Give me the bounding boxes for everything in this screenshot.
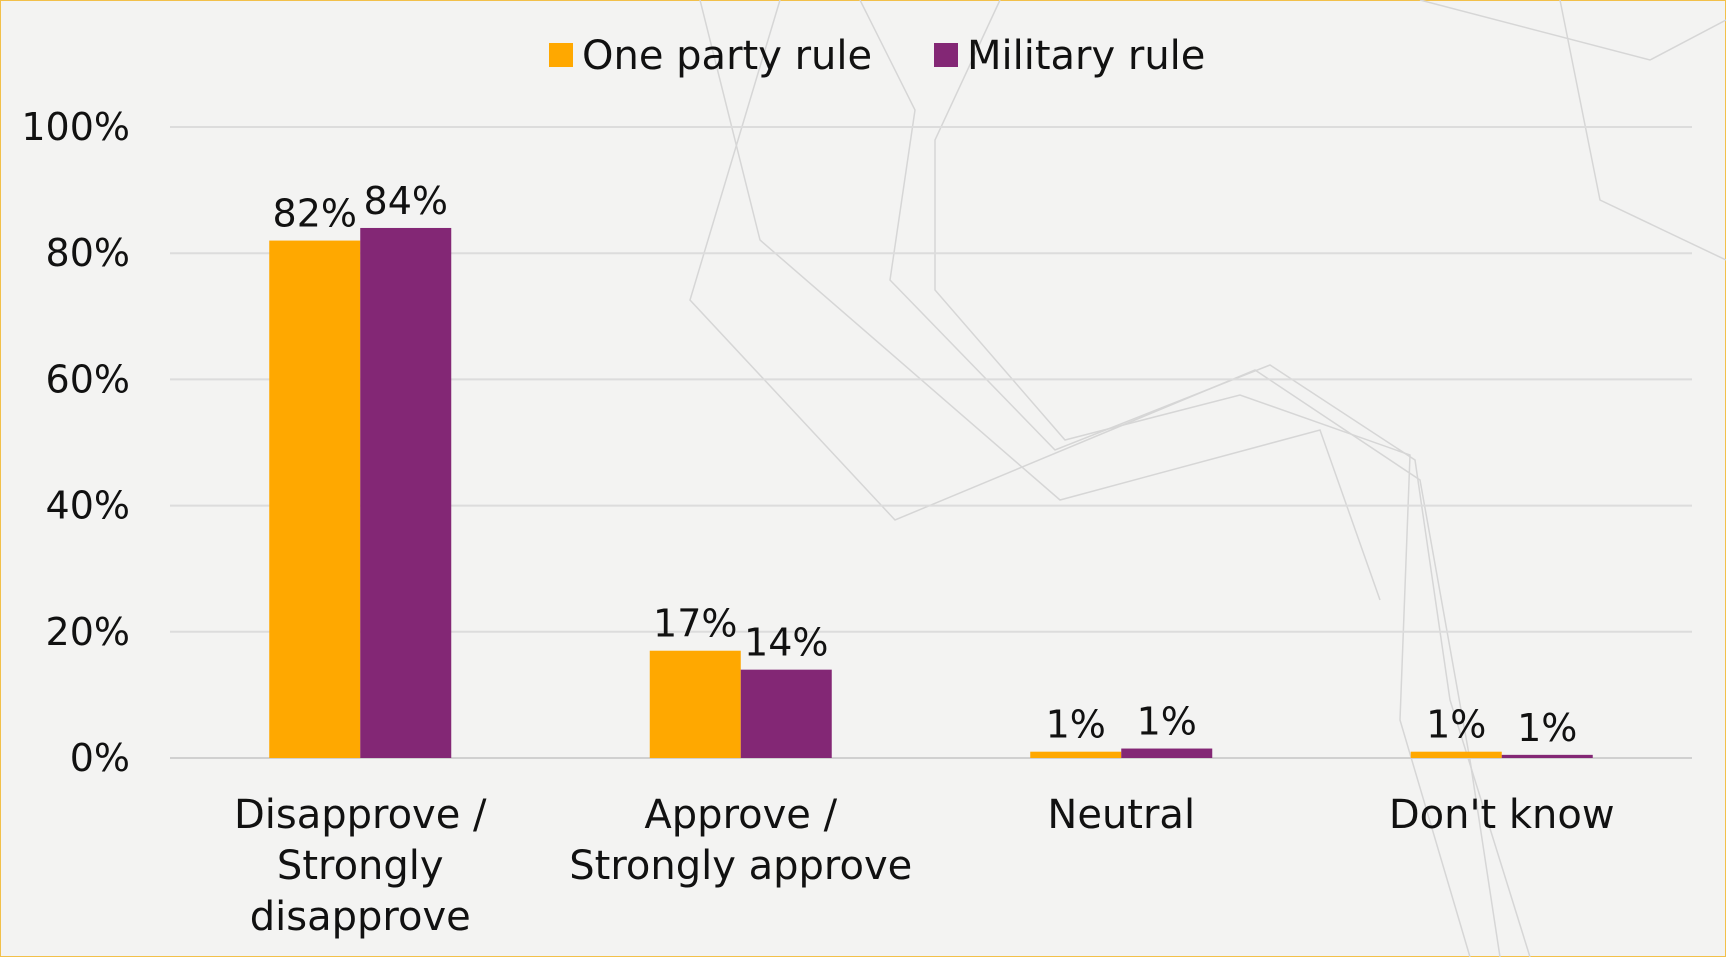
legend: One party rule Military rule (549, 33, 1205, 79)
y-tick-label: 40% (46, 484, 130, 528)
decor-stroke (1419, 0, 1726, 61)
y-tick-label: 0% (70, 736, 130, 780)
x-category-label: Neutral (1047, 792, 1195, 838)
decor-stroke (689, 0, 1501, 957)
x-axis: Disapprove / Strongly disapprove Approve / S… (234, 792, 1615, 940)
data-label: 1% (1426, 703, 1486, 747)
bar (1030, 751, 1122, 758)
decor-stroke (859, 0, 1531, 957)
bar (649, 650, 741, 758)
x-category-label: Strongly approve (569, 843, 912, 889)
bar (1121, 748, 1213, 758)
data-label: 1% (1137, 700, 1197, 744)
bar (1410, 751, 1502, 758)
legend-label: Military rule (967, 33, 1205, 79)
data-label: 14% (744, 621, 828, 665)
bar (740, 669, 832, 758)
decor-stroke (934, 0, 1471, 957)
data-labels: 82% 84% 17% 14% 1% 1% 1% 1% (273, 179, 1578, 750)
legend-label: One party rule (582, 33, 872, 79)
x-category-label: Approve / (644, 792, 837, 838)
x-category-label: Don't know (1389, 792, 1615, 838)
y-tick-label: 60% (46, 357, 130, 401)
bar (1501, 754, 1593, 758)
decor-stroke (1559, 0, 1726, 261)
bar (269, 240, 361, 758)
data-label: 84% (364, 179, 448, 223)
legend-swatch (549, 43, 573, 67)
x-category-label: disapprove (250, 894, 471, 940)
data-label: 1% (1517, 706, 1577, 750)
data-label: 17% (653, 602, 737, 646)
background-decoration (689, 0, 1726, 957)
y-tick-label: 80% (46, 231, 130, 275)
y-tick-label: 20% (46, 610, 130, 654)
decor-stroke (699, 0, 1381, 601)
bars (269, 227, 1593, 758)
y-axis: 0% 20% 40% 60% 80% 100% (21, 105, 130, 780)
bar (360, 227, 452, 758)
data-label: 1% (1046, 703, 1106, 747)
data-label: 82% (273, 192, 357, 236)
y-tick-label: 100% (21, 105, 130, 149)
x-category-label: Disapprove / (234, 792, 487, 838)
legend-swatch (934, 43, 958, 67)
x-category-label: Strongly (277, 843, 444, 889)
